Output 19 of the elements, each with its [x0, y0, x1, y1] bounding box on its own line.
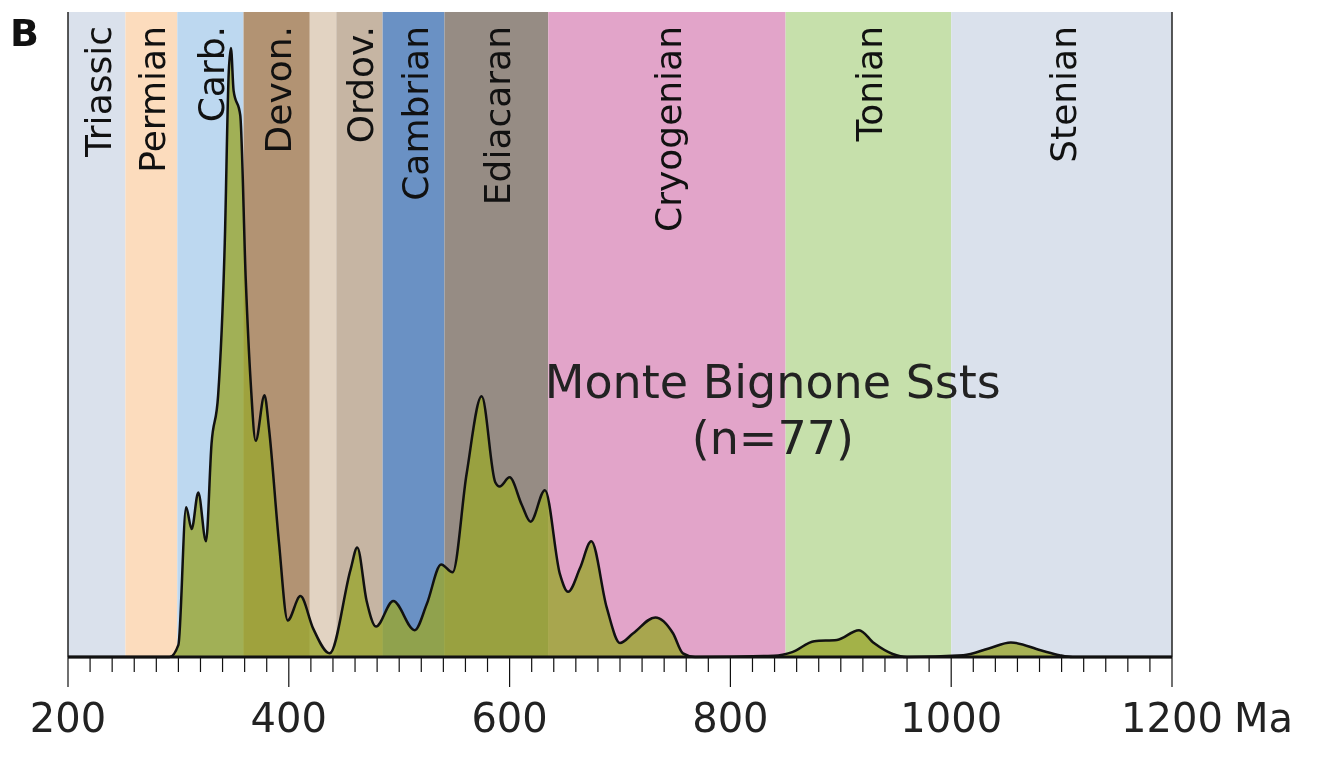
band-label: Triassic — [77, 26, 119, 158]
x-tick-label: 400 — [250, 695, 327, 741]
band-label: Cryogenian — [647, 26, 689, 232]
band-label: Ordov. — [340, 26, 382, 144]
band-label: Cambrian — [394, 26, 436, 201]
band-label: Carb. — [191, 26, 233, 123]
x-tick-label: 1200 — [1121, 695, 1223, 741]
x-tick-label: 200 — [29, 695, 107, 741]
x-axis-title: Ma — [1234, 695, 1294, 741]
x-tick-label: 800 — [692, 695, 769, 741]
x-tick-label: 1000 — [900, 695, 1003, 741]
annotation: Monte Bignone Ssts (n=77) — [544, 355, 1001, 465]
band-label: Devon. — [257, 26, 299, 154]
text: B — [10, 11, 39, 55]
band-label: Permian — [132, 26, 174, 173]
band-label: Ediacaran — [477, 26, 519, 206]
x-tick-label: 600 — [471, 695, 548, 741]
band-label: Stenian — [1042, 26, 1084, 163]
band-label: Tonian — [849, 26, 891, 143]
